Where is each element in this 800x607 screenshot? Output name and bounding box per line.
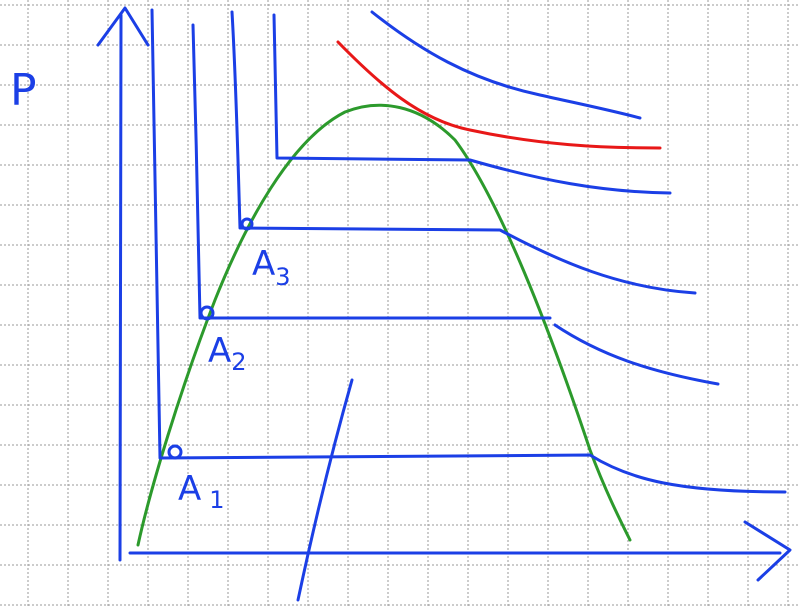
isotherm-1	[152, 10, 785, 492]
isotherm-2	[193, 25, 718, 384]
point-a1	[169, 446, 181, 458]
point-a3	[242, 219, 252, 229]
point-label: A2	[208, 331, 247, 376]
v-axis	[130, 522, 790, 580]
diagram: P A3 A2 A1	[0, 0, 800, 607]
point-label: A3	[252, 244, 291, 291]
critical-isotherm	[338, 42, 660, 148]
stroke	[298, 380, 352, 600]
axis-label: P	[10, 65, 37, 116]
p-axis	[98, 8, 148, 560]
isotherm-5	[372, 12, 640, 118]
